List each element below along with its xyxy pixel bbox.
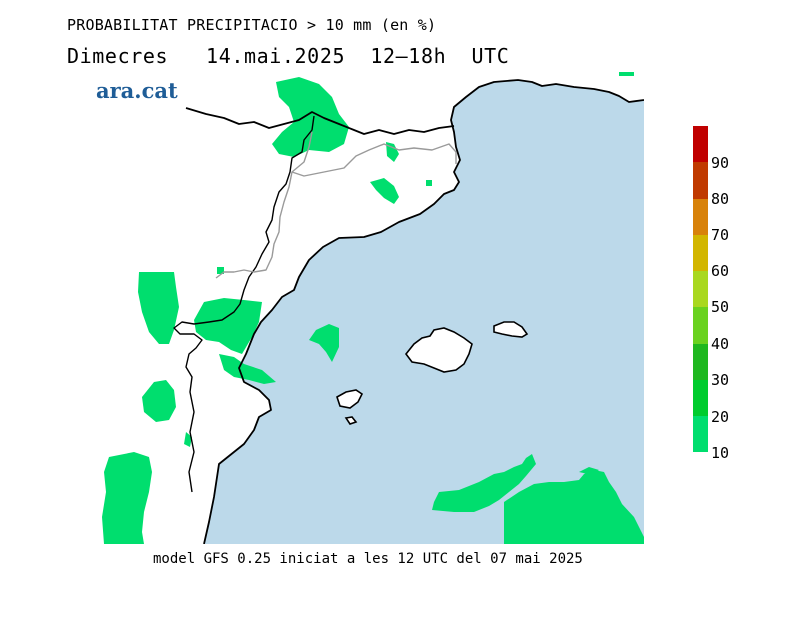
legend-label: 80 [711, 190, 730, 208]
legend-swatch [693, 234, 708, 271]
legend-label: 30 [711, 371, 730, 389]
map-subtitle: Dimecres 14.mai.2025 12–18h UTC [67, 44, 510, 68]
legend-swatch [693, 162, 708, 199]
legend-label: 10 [711, 444, 730, 462]
legend-swatch [693, 343, 708, 380]
legend-label: 50 [711, 298, 730, 316]
legend-swatch [693, 307, 708, 344]
legend-label: 20 [711, 408, 730, 426]
inland-borders [173, 115, 315, 493]
legend-label: 40 [711, 335, 730, 353]
sea-area [204, 80, 644, 544]
brand-logo: ara.cat [96, 78, 178, 103]
legend-swatch [693, 271, 708, 308]
legend-label: 60 [711, 262, 730, 280]
legend-swatch [693, 198, 708, 235]
province-borders [215, 131, 457, 279]
legend-swatch [693, 416, 708, 453]
legend-label: 90 [711, 154, 730, 172]
legend-swatch [693, 126, 708, 163]
coastline [185, 79, 644, 544]
model-footer: model GFS 0.25 iniciat a les 12 UTC del … [153, 551, 583, 567]
legend-label: 70 [711, 226, 730, 244]
legend-swatch [693, 379, 708, 416]
map-title: PROBABILITAT PRECIPITACIO > 10 mm (en %) [67, 16, 437, 34]
balearic-islands [336, 321, 529, 425]
legend-color-bar [693, 126, 708, 453]
precip-10-20-area [102, 72, 644, 544]
precipitation-map [102, 72, 644, 544]
